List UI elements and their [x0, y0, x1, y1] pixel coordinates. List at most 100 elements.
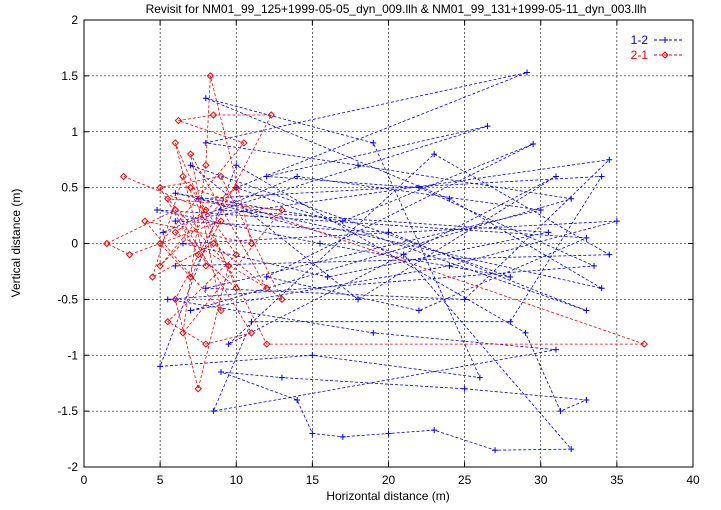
data-point — [339, 433, 346, 440]
data-point — [385, 229, 392, 236]
data-point — [174, 116, 183, 125]
data-point — [248, 318, 255, 325]
data-point — [119, 172, 128, 181]
data-point — [524, 69, 531, 76]
data-point — [552, 346, 559, 353]
data-point — [316, 240, 323, 247]
data-point — [179, 172, 187, 181]
data-point — [507, 318, 514, 325]
chart-title: Revisit for NM01_99_125+1999-05-05_dyn_0… — [146, 2, 647, 16]
data-point — [202, 340, 210, 348]
data-point — [370, 329, 377, 336]
grid — [84, 20, 693, 467]
data-point — [202, 161, 210, 169]
data-point — [507, 274, 514, 281]
data-point — [232, 183, 240, 192]
y-tick-label: 1 — [71, 125, 78, 139]
data-point — [157, 363, 164, 370]
x-tick-label: 40 — [686, 473, 700, 487]
x-tick-label: 20 — [382, 473, 396, 487]
data-point — [545, 229, 552, 236]
x-tick-label: 25 — [458, 473, 472, 487]
data-point — [217, 172, 225, 181]
data-point — [370, 139, 377, 146]
data-point — [218, 369, 225, 376]
y-tick-label: 0.5 — [61, 181, 78, 195]
data-point — [278, 206, 286, 214]
data-point — [202, 206, 210, 214]
series-layer — [103, 69, 648, 454]
axis-ticks: 0 5 10 15 20 25 30 35 40 -2 -1.5 -1 -0.5 0 0.5 1 1.5 2 — [57, 13, 700, 487]
y-tick-label: -1 — [67, 348, 78, 362]
data-point — [355, 296, 362, 303]
data-point — [294, 396, 301, 403]
x-tick-label: 0 — [81, 473, 88, 487]
data-point — [209, 239, 218, 248]
data-point — [552, 173, 559, 180]
data-point — [431, 151, 438, 158]
data-point — [156, 262, 164, 270]
data-point — [194, 385, 202, 393]
y-tick-label: 2 — [71, 13, 78, 27]
data-point — [194, 250, 202, 259]
legend-marker — [661, 51, 669, 59]
data-point — [232, 250, 240, 259]
data-point — [591, 262, 598, 269]
x-tick-label: 5 — [157, 473, 164, 487]
x-axis-label: Horizontal distance (m) — [326, 489, 449, 503]
data-point — [263, 274, 270, 281]
y-tick-label: 1.5 — [61, 69, 78, 83]
data-point — [537, 206, 544, 213]
data-point — [583, 234, 590, 241]
data-point — [156, 183, 164, 192]
data-point — [492, 447, 499, 454]
data-point — [202, 262, 210, 270]
data-point — [484, 123, 491, 130]
data-point — [171, 139, 180, 147]
data-point — [606, 251, 613, 258]
data-point — [186, 183, 195, 192]
data-point — [225, 341, 232, 348]
data-point — [522, 329, 529, 336]
data-point — [171, 228, 180, 237]
x-tick-label: 10 — [230, 473, 244, 487]
y-tick-label: -1.5 — [57, 404, 78, 418]
data-point — [461, 385, 468, 392]
x-tick-label: 15 — [306, 473, 320, 487]
data-point — [156, 239, 164, 248]
legend-label: 1-2 — [631, 33, 649, 47]
data-point — [640, 340, 648, 348]
data-point — [476, 374, 483, 381]
data-point — [446, 195, 453, 202]
y-tick-label: -2 — [67, 460, 78, 474]
series-line — [105, 75, 645, 389]
data-point — [210, 408, 217, 415]
data-point — [171, 206, 180, 214]
series-2-1 — [103, 72, 648, 393]
data-point — [339, 218, 346, 225]
legend-marker — [662, 37, 668, 43]
data-point — [179, 329, 187, 337]
data-point — [172, 218, 179, 225]
data-point — [613, 218, 620, 225]
data-point — [232, 284, 240, 292]
data-point — [240, 139, 248, 147]
series-1-2 — [154, 69, 620, 454]
data-point — [179, 240, 186, 247]
data-point — [385, 430, 392, 437]
data-point — [461, 296, 468, 303]
data-point — [125, 250, 134, 259]
data-point — [202, 139, 209, 146]
data-point — [278, 374, 285, 381]
data-point — [164, 296, 171, 303]
data-point — [557, 408, 564, 415]
data-point — [148, 273, 157, 281]
data-point — [103, 239, 111, 248]
data-point — [309, 430, 316, 437]
data-point — [324, 274, 331, 281]
legend: 1-22-1 — [631, 33, 682, 62]
data-point — [598, 173, 605, 180]
x-tick-label: 30 — [534, 473, 548, 487]
data-point — [217, 306, 225, 315]
